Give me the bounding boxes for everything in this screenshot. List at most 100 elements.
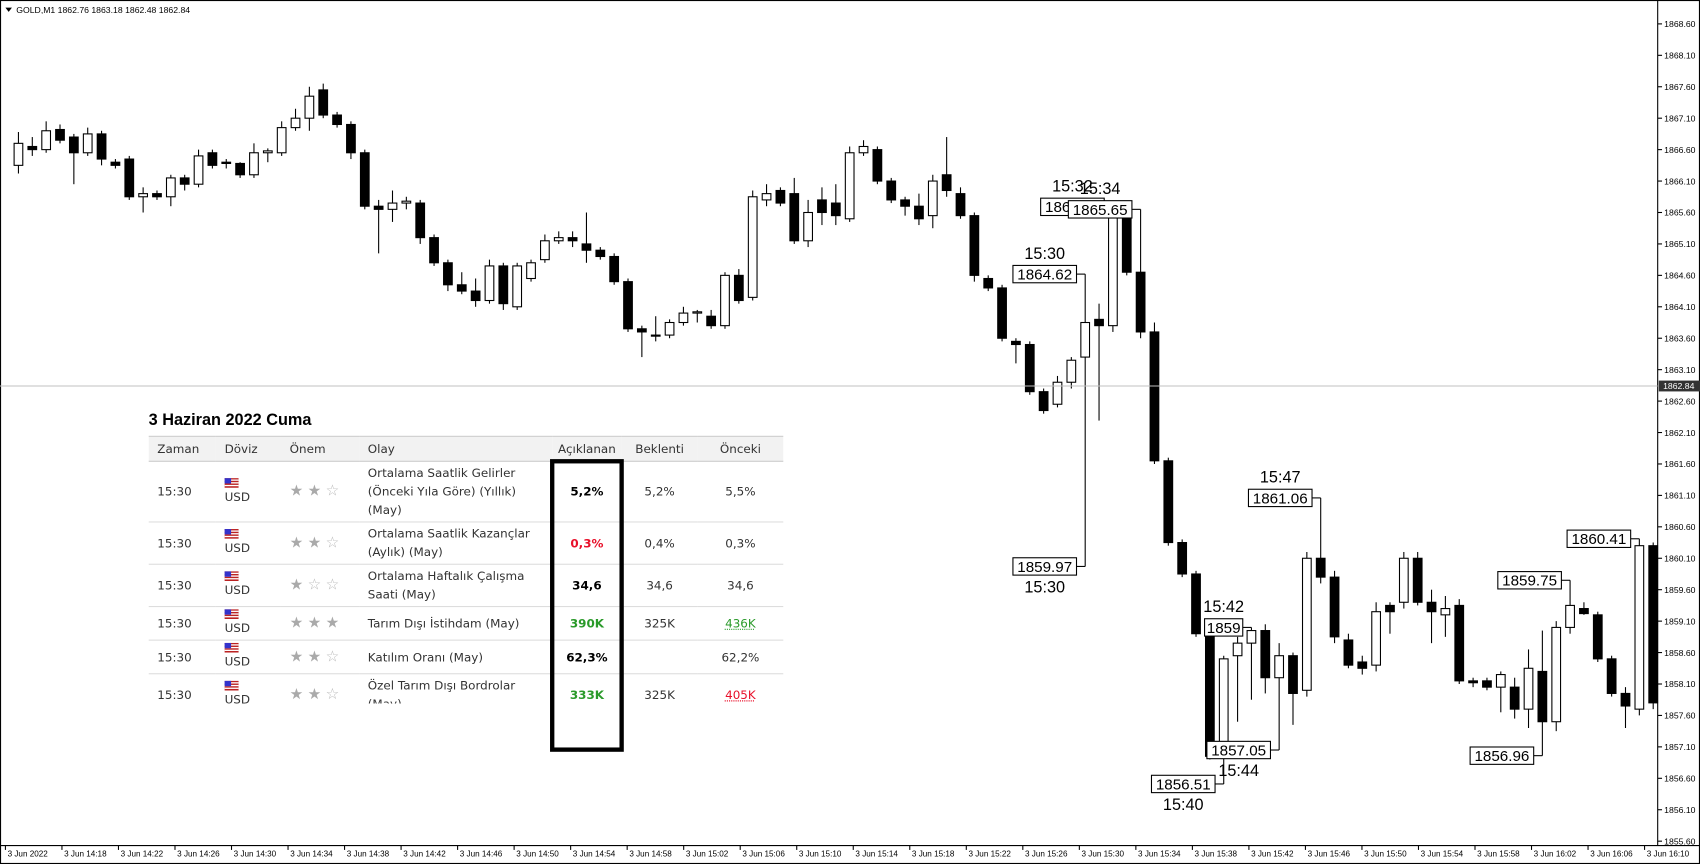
candle-body [636,328,647,333]
x-tick-label: 3 Jun 16:10 [1647,849,1690,858]
event-actual: 34,6 [552,564,622,608]
candle-body [235,162,245,176]
importance-star: ★ [307,533,322,552]
column-header: Açıklanan [552,435,622,462]
column-header: Olay [359,435,553,462]
candle-body [872,149,883,182]
importance-star: ★ [289,614,304,632]
candle-body [983,277,994,289]
y-tick-label: 1859.60 [1664,585,1695,595]
x-tick-label: 3 Jun 14:26 [177,849,220,858]
candle-body [747,196,758,298]
y-tick-label: 1864.10 [1664,302,1695,312]
column-header: Zaman [148,435,216,462]
currency-code: USD [224,489,251,504]
annotation-price: 1861.06 [1253,490,1308,507]
event-actual: 0,3% [552,521,622,565]
annotation-time: 15:44 [1218,762,1259,780]
candle-body [1024,343,1035,393]
candle-body [1329,576,1340,638]
event-time: 15:30 [148,564,216,608]
y-tick-label: 1862.10 [1664,428,1695,438]
importance-star: ★ [289,576,304,594]
event-importance: ★ ★ ☆ [280,461,360,523]
candle-body [470,290,481,302]
event-currency: USD [215,564,281,608]
column-header: Döviz [215,435,281,462]
event-currency: USD [215,521,281,565]
candle-body [830,202,841,217]
event-name: Özel Tarım Dışı Bordrolar (May) [359,673,553,704]
y-tick-label: 1866.60 [1664,145,1695,155]
candle-body [1468,680,1478,684]
annotation-price: 1859 [1207,620,1241,637]
y-tick-label: 1860.10 [1664,554,1695,564]
candle-body [1648,545,1659,704]
event-currency: USD [215,640,281,675]
candle-body [1301,557,1312,691]
y-tick-label: 1858.10 [1664,679,1695,689]
annotation-time: 15:42 [1203,598,1244,616]
candle-body [858,145,869,154]
candle-body [969,215,980,276]
y-tick-label: 1868.60 [1664,19,1695,29]
column-header: Önem [280,435,360,462]
event-row: 15:30 USD ★ ★ ★ Tarım Dışı İstihdam (May) 390K… [148,606,784,641]
candle-body [249,152,259,176]
currency-code: USD [224,583,251,598]
event-forecast: 34,6 [621,564,698,608]
candle-body [456,284,467,292]
candle-body [1343,639,1354,666]
importance-star: ★ [289,482,304,500]
event-previous: 34,6 [697,564,784,608]
symbol-menu-arrow[interactable] [5,7,12,12]
event-actual: 390K [552,606,622,641]
x-tick-label: 3 Jun 15:30 [1082,849,1125,858]
symbol-header: GOLD,M1 1862.76 1863.18 1862.48 1862.84 [16,5,190,15]
annotation-box [1566,529,1632,548]
y-tick-label: 1863.60 [1664,333,1695,343]
candle-body [276,127,287,154]
candle-body [1052,381,1063,405]
candle-body [733,274,744,302]
candle-body [1440,608,1451,616]
annotation-time: 15:34 [1080,180,1121,198]
candle-body [1620,692,1631,707]
candle-body [1315,557,1326,578]
importance-star: ★ [307,482,322,500]
event-previous: 5,5% [697,461,784,523]
y-tick-label: 1861.60 [1664,459,1695,469]
candle-body [1523,667,1534,710]
event-actual: 62,3% [552,640,622,675]
annotation-box [1497,571,1562,590]
candle-body [1495,674,1506,688]
event-forecast: 325K [621,673,698,704]
candle-body [914,205,924,220]
x-tick-label: 3 Jun 15:26 [1025,849,1068,858]
candle-body [1246,630,1257,644]
annotation-box [1012,557,1078,576]
candle-body [1288,655,1298,694]
candle-body [1177,542,1188,575]
importance-star: ★ [307,647,322,666]
event-name: Ortalama Haftalık Çalışma Saati (May) [359,564,553,608]
candle-body [27,145,38,151]
event-actual: 5,2% [552,461,622,523]
candle-body [927,180,938,217]
candle-body [96,133,107,160]
candle-body [152,193,162,198]
importance-star: ☆ [325,685,340,704]
candle-body [706,315,717,327]
candle-body [997,287,1007,339]
x-tick-label: 3 Jun 15:38 [1195,849,1238,858]
event-time: 15:30 [148,461,216,523]
x-tick-label: 3 Jun 14:42 [403,849,446,858]
annotation-price: 1865.65 [1073,202,1128,219]
importance-star: ☆ [325,647,340,666]
candle-body [1191,573,1201,635]
event-time: 15:30 [148,673,216,704]
annotation-box [1247,488,1313,508]
event-currency: USD [215,461,281,523]
candle-body [498,265,509,305]
event-row: 15:30 USD ★ ★ ☆ Ortalama Saatlik Gelirler (Ön… [148,461,784,523]
